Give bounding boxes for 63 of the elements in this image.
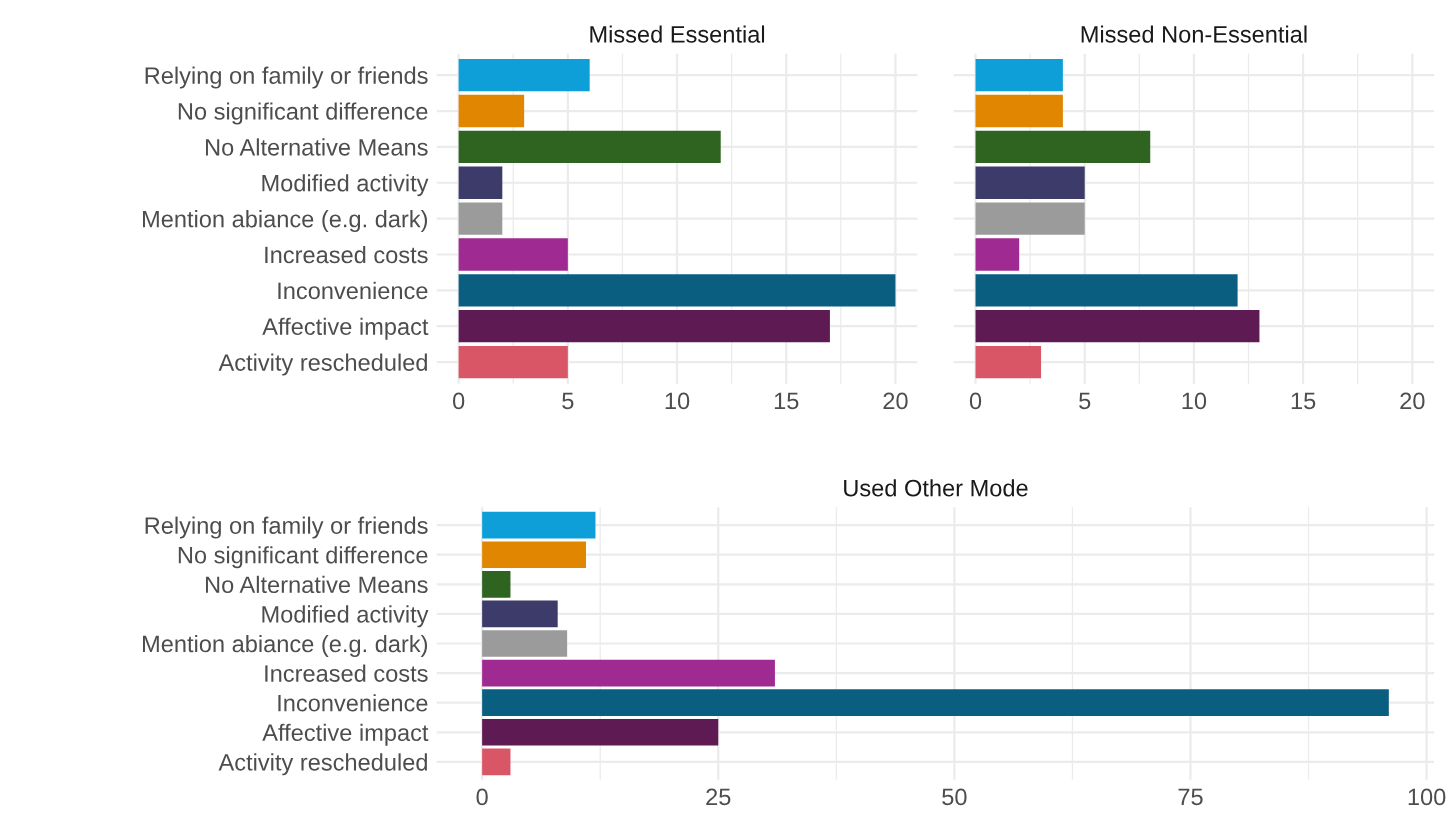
x-tick-label: 5	[1079, 392, 1091, 410]
bar	[458, 274, 896, 307]
y-tick-label: Increased costs	[265, 245, 428, 264]
bar	[482, 748, 511, 776]
chart-title: Missed Non-Essential	[1081, 25, 1307, 43]
y-tick-label: Mention abiance (e.g. dark)	[143, 210, 428, 233]
x-tick-label: 0	[476, 788, 488, 806]
bar	[458, 130, 721, 164]
bar	[482, 541, 587, 569]
bar	[975, 274, 1238, 307]
y-tick-label: No Alternative Means	[205, 575, 428, 594]
y-tick-label: Affective impact	[262, 317, 429, 340]
y-tick-label: Inconvenience	[278, 281, 428, 300]
bar	[482, 511, 596, 539]
y-tick-label: Affective impact	[262, 723, 429, 746]
x-tick-label: 15	[1291, 392, 1316, 410]
y-tick-label: Modified activity	[262, 174, 429, 197]
bar	[975, 166, 1085, 199]
y-tick-label: Mention abiance (e.g. dark)	[143, 634, 428, 657]
x-tick-label: 0	[969, 392, 982, 410]
bar	[458, 310, 830, 343]
bar	[458, 345, 568, 379]
bar	[458, 59, 590, 92]
chart-title: Missed Essential	[590, 25, 765, 43]
x-tick-label: 10	[1182, 392, 1207, 410]
y-tick-label: Relying on family or friends	[145, 516, 428, 539]
y-tick-label: No significant difference	[178, 546, 428, 569]
x-tick-label: 25	[706, 788, 731, 806]
bar	[975, 94, 1063, 128]
y-tick-label: Relying on family or friends	[145, 66, 428, 89]
y-tick-label: Inconvenience	[278, 694, 428, 712]
y-tick-label: Increased costs	[265, 664, 428, 682]
bar	[975, 238, 1020, 271]
bar	[975, 202, 1085, 235]
bar	[482, 571, 511, 598]
bar	[482, 659, 775, 687]
x-tick-label: 20	[1400, 392, 1425, 410]
x-tick-label: 20	[883, 392, 908, 410]
y-tick-label: No Alternative Means	[205, 138, 428, 156]
x-tick-label: 0	[453, 392, 465, 410]
y-tick-label: No significant difference	[178, 102, 428, 125]
chart-title: Used Other Mode	[844, 479, 1028, 497]
bar	[458, 94, 525, 128]
x-tick-label: 10	[665, 392, 690, 410]
x-tick-label: 100	[1408, 788, 1446, 806]
y-tick-label: Modified activity	[262, 605, 429, 628]
bar	[482, 630, 568, 657]
bar	[482, 600, 558, 628]
bar	[975, 130, 1151, 164]
bar	[975, 59, 1063, 92]
bar	[458, 202, 503, 235]
y-tick-label: Activity rescheduled	[218, 353, 427, 376]
bar	[482, 689, 1389, 716]
x-tick-label: 15	[774, 392, 799, 410]
bar	[458, 238, 568, 271]
bar	[482, 718, 719, 746]
x-tick-label: 50	[942, 788, 967, 806]
x-tick-label: 5	[562, 392, 574, 410]
bar	[975, 345, 1042, 379]
y-tick-label: Activity rescheduled	[218, 753, 427, 776]
bar	[458, 166, 503, 199]
x-tick-label: 75	[1178, 788, 1203, 806]
bar	[975, 310, 1260, 343]
